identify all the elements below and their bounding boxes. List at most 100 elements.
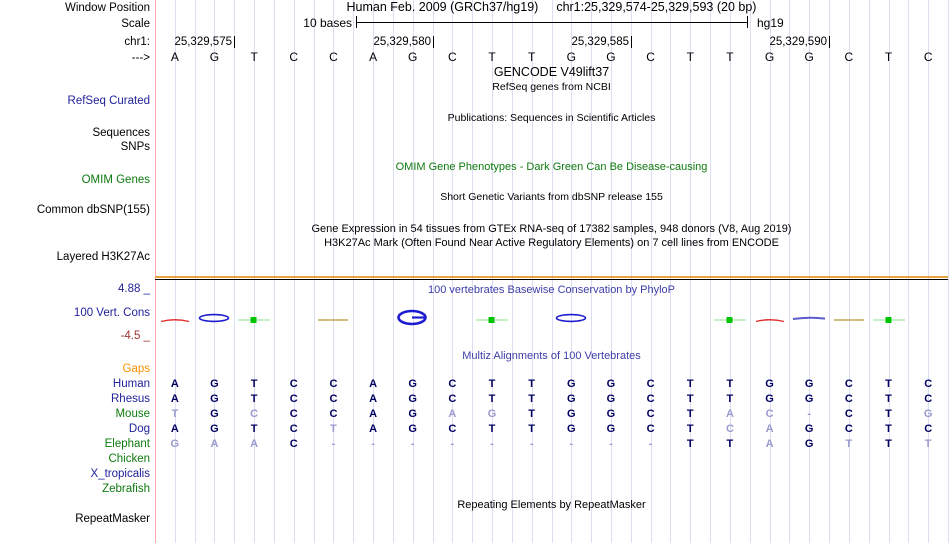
green-tick-mark [710, 316, 750, 324]
alignment-base-rhesus: T [250, 393, 258, 405]
alignment-base-mouse: T [171, 408, 179, 420]
ruler-base: C [289, 50, 299, 64]
track-title-repeating-elements-by-repeatmasker[interactable]: Repeating Elements by RepeatMasker [457, 499, 646, 511]
alignment-base-dog: C [646, 423, 655, 435]
green-tick-mark [234, 316, 274, 324]
position-range: chr1:25,329,574-25,329,593 (20 bp) [556, 0, 757, 14]
track-label-snps[interactable]: SNPs [120, 141, 150, 153]
red-arc-mark [750, 316, 790, 324]
alignment-base-elephant: A [765, 438, 774, 450]
track-title-multiz-alignments-of-100-vertebrates[interactable]: Multiz Alignments of 100 Vertebrates [462, 350, 641, 362]
alignment-base-elephant: T [924, 438, 932, 450]
blue-swirl-mark [393, 309, 433, 326]
track-label-repeatmasker[interactable]: RepeatMasker [75, 513, 150, 525]
base-gridline [254, 0, 256, 543]
track-label-x-tropicalis[interactable]: X_tropicalis [90, 468, 150, 480]
position-tick [234, 36, 235, 48]
alignment-base-elephant: A [250, 438, 259, 450]
track-label-elephant[interactable]: Elephant [104, 438, 150, 450]
ruler-base: T [488, 50, 496, 64]
alignment-base-human: A [170, 378, 179, 390]
track-title-gencode-v49lift37[interactable]: GENCODE V49lift37 [493, 65, 610, 79]
alignment-base-dog: G [804, 423, 814, 435]
track-label-mouse[interactable]: Mouse [115, 408, 150, 420]
ruler-base: G [408, 50, 418, 64]
alignment-base-rhesus: G [408, 393, 417, 405]
alignment-base-mouse: A [448, 408, 457, 420]
track-label-chicken[interactable]: Chicken [108, 453, 150, 465]
alignment-base-rhesus: C [924, 393, 933, 405]
browser-position-title: Human Feb. 2009 (GRCh37/hg19) chr1:25,329… [155, 1, 948, 14]
ruler-base: A [170, 50, 179, 64]
ruler-base: G [804, 50, 814, 64]
alignment-base-mouse: G [923, 408, 933, 420]
track-title-publications-sequences-in-scientific-art[interactable]: Publications: Sequences in Scientific Ar… [447, 112, 656, 124]
alignment-base-rhesus: G [210, 393, 219, 405]
track-label-dog[interactable]: Dog [128, 423, 150, 435]
alignment-base-dog: T [885, 423, 892, 435]
track-label-sequences[interactable]: Sequences [92, 127, 150, 139]
track-label-chr1: chr1: [124, 36, 150, 48]
track-label-gaps[interactable]: Gaps [122, 363, 151, 375]
track-title-short-genetic-variants-from-dbsnp-releas[interactable]: Short Genetic Variants from dbSNP releas… [440, 191, 663, 203]
base-gridline [571, 0, 573, 543]
track-title-h3k27ac-mark-often-found-near-active-reg[interactable]: H3K27Ac Mark (Often Found Near Active Re… [324, 237, 779, 249]
track-label-100-vert-cons[interactable]: 100 Vert. Cons [73, 307, 150, 319]
track-label-scale: Scale [121, 18, 150, 30]
position-label[interactable]: 25,329,585 [571, 36, 629, 48]
alignment-base-human: T [885, 378, 892, 390]
base-gridline [769, 0, 771, 543]
position-tick [631, 36, 632, 48]
base-gridline [392, 0, 394, 543]
base-gridline [948, 0, 949, 543]
position-label[interactable]: 25,329,590 [769, 36, 827, 48]
alignment-base-mouse: G [567, 408, 576, 420]
base-gridline [829, 0, 831, 543]
track-label-human[interactable]: Human [112, 378, 150, 390]
alignment-base-dog: T [488, 423, 496, 435]
alignment-base-elephant: G [170, 438, 180, 450]
alignment-base-human: G [765, 378, 774, 390]
alignment-base-elephant: - [450, 438, 455, 450]
ruler-base: T [686, 50, 694, 64]
ruler-base: T [884, 50, 893, 64]
alignment-base-mouse: G [210, 408, 219, 420]
track-label-layered-h3k27ac[interactable]: Layered H3K27Ac [56, 251, 150, 263]
alignment-base-rhesus: G [567, 393, 576, 405]
track-label-refseq-curated[interactable]: RefSeq Curated [67, 95, 150, 107]
alignment-base-dog: G [408, 423, 417, 435]
base-gridline [273, 0, 275, 543]
alignment-base-elephant: - [529, 438, 534, 450]
base-gridline [888, 0, 890, 543]
alignment-base-rhesus: T [885, 393, 892, 405]
blue-lens-mark [195, 313, 235, 323]
scale-bar-line [356, 22, 748, 23]
track-title-omim-gene-phenotypes-dark-green-can-be-d[interactable]: OMIM Gene Phenotypes - Dark Green Can Be… [395, 161, 708, 173]
alignment-base-elephant: - [371, 438, 375, 450]
alignment-base-mouse: A [725, 408, 734, 420]
alignment-base-human: C [646, 378, 655, 390]
track-label-: ---> [131, 52, 150, 64]
alignment-base-mouse: G [606, 408, 616, 420]
track-label-zebrafish[interactable]: Zebrafish [102, 483, 150, 495]
track-title-gene-expression-in-54-tissues-from-gtex-[interactable]: Gene Expression in 54 tissues from GTEx … [311, 223, 792, 235]
blue-lens-mark [552, 313, 592, 323]
base-gridline [333, 0, 335, 543]
track-title-100-vertebrates-basewise-conservation-by[interactable]: 100 vertebrates Basewise Conservation by… [427, 284, 676, 296]
track-title-refseq-genes-from-ncbi[interactable]: RefSeq genes from NCBI [492, 81, 611, 93]
track-label-rhesus[interactable]: Rhesus [111, 393, 150, 405]
scale-bar-left-tick [356, 16, 357, 28]
alignment-base-dog: G [210, 423, 219, 435]
track-label-omim-genes[interactable]: OMIM Genes [81, 174, 150, 186]
track-label-common-dbsnp-155[interactable]: Common dbSNP(155) [36, 204, 150, 216]
alignment-base-mouse: G [487, 408, 497, 420]
base-gridline [591, 0, 593, 543]
alignment-base-human: T [528, 378, 536, 390]
base-gridline [551, 0, 553, 543]
alignment-base-human: C [844, 378, 853, 390]
ruler-base: C [923, 50, 933, 64]
base-gridline [531, 0, 533, 543]
position-label[interactable]: 25,329,580 [373, 36, 431, 48]
position-label[interactable]: 25,329,575 [174, 36, 232, 48]
base-gridline [373, 0, 375, 543]
